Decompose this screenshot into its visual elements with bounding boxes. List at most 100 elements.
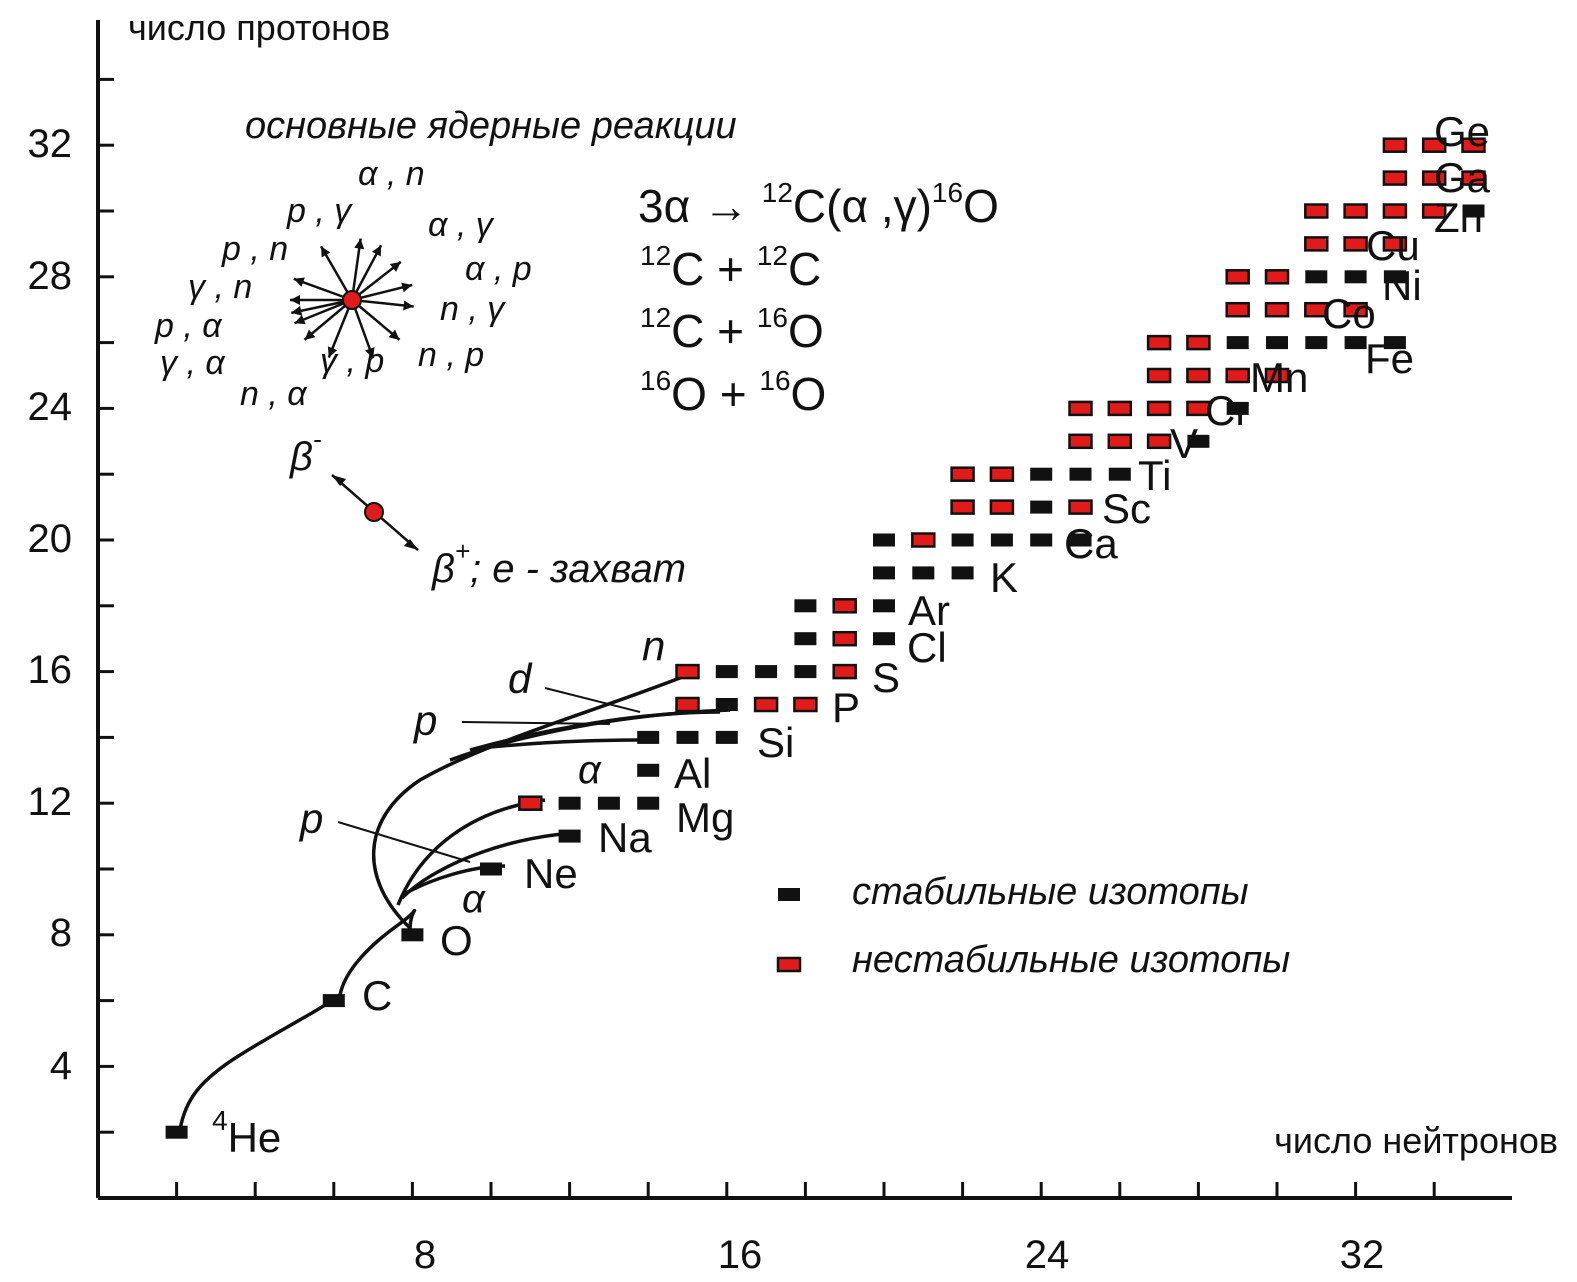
- beta-nucleus-icon: [364, 502, 384, 522]
- stable-isotope-mark: [1226, 336, 1249, 350]
- pointer-p-low: [337, 821, 471, 863]
- reaction-label: γ , α: [160, 344, 226, 382]
- reaction-arrow: [351, 260, 402, 301]
- isotope-marks: [165, 137, 1486, 1139]
- unstable-isotope-mark: [1421, 203, 1447, 219]
- x-tick-label: 16: [718, 1233, 763, 1277]
- stable-swatch: [778, 888, 800, 901]
- unstable-isotope-mark: [1421, 137, 1447, 153]
- reaction-arrowhead: [291, 305, 303, 316]
- y-tick-labels: 4 8 12 16 20 24 28 32: [28, 122, 73, 1088]
- stable-isotope-mark: [1344, 336, 1367, 350]
- element-label: Ge: [1434, 108, 1490, 155]
- stable-isotope-mark: [873, 533, 895, 547]
- reaction-arrowhead: [365, 347, 375, 359]
- reaction-arrowhead: [403, 300, 414, 311]
- axes: [96, 20, 1512, 1200]
- unstable-swatch: [776, 956, 802, 973]
- element-label: Sc: [1102, 485, 1151, 532]
- beta-decay-legend: β- β+; e - захват: [289, 424, 686, 591]
- stable-isotope-mark: [715, 698, 738, 711]
- axis-ticks: [98, 77, 1436, 1198]
- reaction-arrowhead: [371, 245, 382, 257]
- reaction-arrow: [350, 238, 362, 301]
- stable-isotope-mark: [637, 730, 660, 744]
- element-label: Al: [674, 750, 711, 797]
- unstable-isotope-mark: [950, 466, 975, 482]
- element-label: K: [990, 554, 1018, 601]
- unstable-isotope-mark: [989, 499, 1015, 515]
- stable-isotope-mark: [1108, 467, 1131, 481]
- path-label: p: [412, 697, 437, 744]
- unstable-isotope-mark: [1264, 301, 1290, 318]
- stable-isotope-mark: [676, 730, 699, 744]
- stable-isotope-mark: [1030, 533, 1053, 547]
- unstable-isotope-mark: [1146, 334, 1172, 351]
- element-label: Ti: [1138, 452, 1171, 499]
- reaction-label: α , γ: [428, 206, 495, 244]
- reaction-equations: 3α → 12C(α ,γ)16O 12C + 12C 12C + 16O 16…: [638, 177, 999, 420]
- reaction-arrow: [350, 299, 375, 359]
- y-tick-label: 16: [28, 648, 73, 692]
- unstable-isotope-mark: [1186, 367, 1211, 384]
- path-label: n: [642, 622, 665, 669]
- unstable-isotope-mark: [1343, 236, 1368, 252]
- stable-isotope-mark: [558, 829, 581, 843]
- reaction-arrowhead: [293, 277, 305, 287]
- reaction-label: α , n: [358, 155, 425, 193]
- stable-isotope-mark: [951, 533, 974, 547]
- element-label: V: [1170, 420, 1198, 467]
- reaction-label: γ , n: [188, 268, 252, 306]
- reaction-equation: 12C + 12C: [640, 240, 821, 295]
- reaction-arrow: [319, 245, 354, 301]
- unstable-isotope-mark: [1068, 433, 1093, 450]
- y-tick-label: 32: [28, 122, 73, 166]
- stable-isotope-mark: [1266, 336, 1288, 350]
- stable-isotope-mark: [1030, 500, 1053, 514]
- unstable-isotope-mark: [675, 696, 700, 713]
- stable-isotope-mark: [873, 599, 895, 613]
- unstable-isotope-mark: [950, 499, 975, 515]
- stable-isotope-mark: [1187, 434, 1210, 448]
- unstable-isotope-mark: [989, 466, 1015, 482]
- stable-isotope-mark: [715, 665, 738, 679]
- unstable-isotope-mark: [1068, 499, 1093, 515]
- unstable-isotope-mark: [793, 696, 818, 713]
- reaction-arrow: [293, 277, 353, 302]
- pointer-p-top: [461, 721, 611, 725]
- stable-isotope-mark: [715, 730, 738, 744]
- path-o-to-na: [400, 831, 579, 900]
- y-tick-label: 12: [28, 780, 73, 824]
- beta-plus-label: β+; e - захват: [431, 536, 686, 591]
- unstable-isotope-mark: [1343, 301, 1368, 318]
- stable-isotope-mark: [558, 796, 581, 810]
- stable-isotope-mark: [1383, 336, 1406, 350]
- unstable-isotope-mark: [832, 598, 857, 614]
- y-tick-label: 28: [28, 254, 73, 298]
- unstable-isotope-mark: [1421, 170, 1447, 186]
- element-label: S: [872, 654, 900, 701]
- unstable-isotope-mark: [832, 630, 857, 647]
- stable-isotope-mark: [990, 533, 1013, 547]
- reaction-arrow: [294, 298, 353, 325]
- element-label: Mg: [676, 794, 734, 841]
- element-label: Ca: [1064, 520, 1118, 567]
- isotope-legend: стабильные изотопы нестабильные изотопы: [776, 871, 1290, 981]
- element-label: Ar: [908, 587, 950, 634]
- x-tick-label: 32: [1340, 1233, 1385, 1277]
- element-label: O: [440, 917, 473, 964]
- unstable-isotope-mark: [1304, 301, 1329, 318]
- stable-isotope-mark: [1226, 401, 1249, 415]
- unstable-isotope-mark: [1186, 400, 1211, 417]
- stable-isotope-mark: [480, 862, 502, 876]
- element-label: Na: [598, 814, 652, 861]
- unstable-isotope-mark: [1225, 301, 1250, 318]
- reaction-arrow: [327, 299, 354, 358]
- stable-isotope-mark: [1344, 270, 1367, 284]
- unstable-isotope-mark: [1382, 137, 1408, 153]
- y-axis-label: число протонов: [128, 7, 390, 48]
- unstable-isotope-mark: [1382, 203, 1408, 219]
- reaction-arrow: [351, 299, 401, 341]
- reaction-arrowhead: [388, 329, 400, 340]
- unstable-isotope-mark: [1382, 236, 1408, 252]
